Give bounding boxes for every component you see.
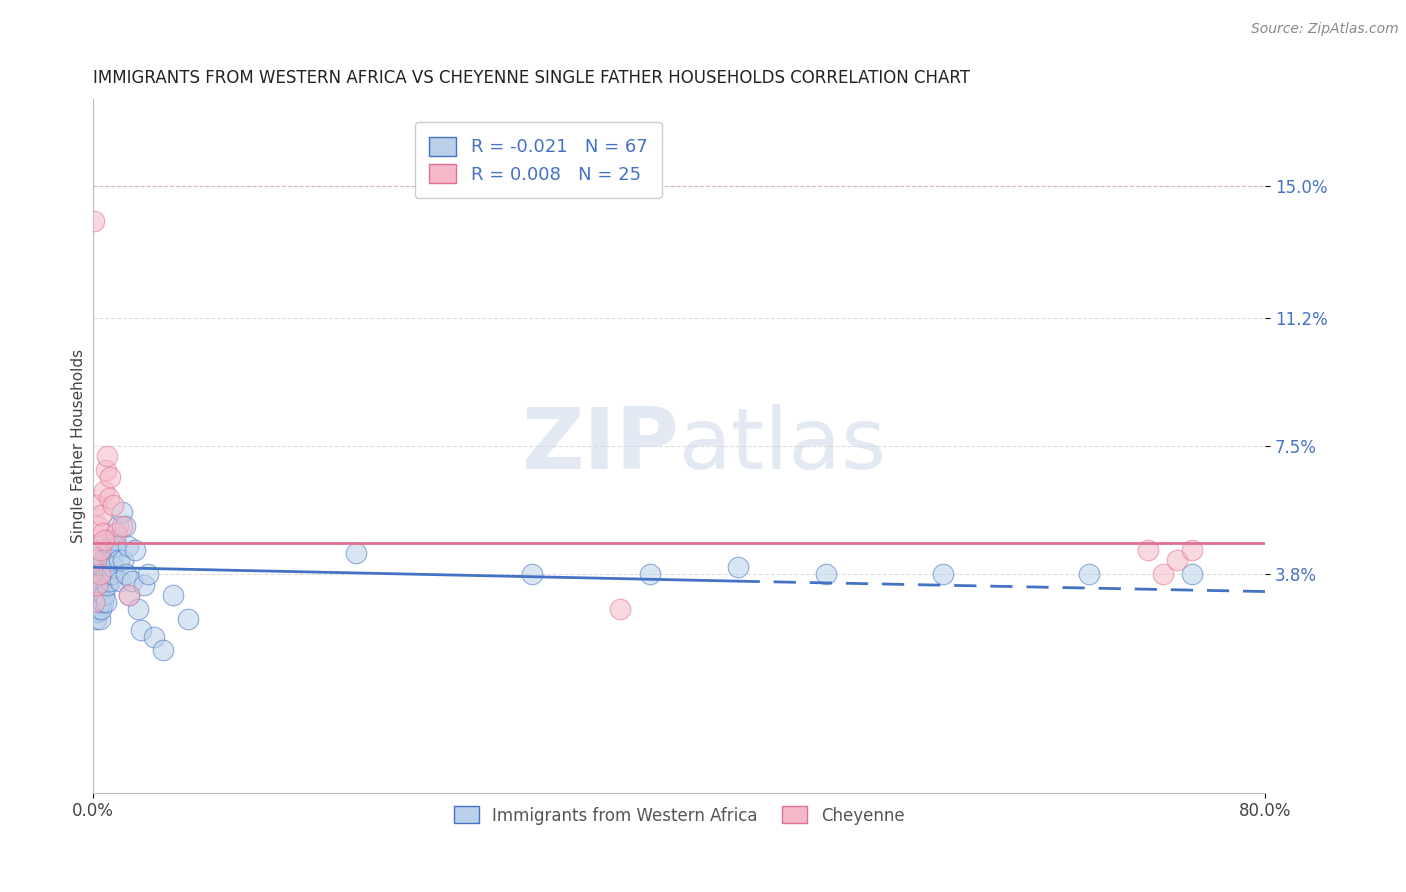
Point (83, 602, 105, 616)
Point (1078, 567, 1101, 582)
Point (132, 577, 155, 591)
Point (121, 574, 143, 589)
Point (86, 560, 108, 574)
Text: atlas: atlas (679, 404, 887, 487)
Point (98, 540, 121, 554)
Point (89, 612, 111, 626)
Point (108, 553, 131, 567)
Point (86, 574, 108, 589)
Point (86, 605, 108, 619)
Point (84, 612, 107, 626)
Point (115, 567, 138, 582)
Point (86, 588, 108, 602)
Point (93, 533, 115, 547)
Point (91, 595, 114, 609)
Point (96, 450, 118, 464)
Point (1181, 543, 1204, 558)
Legend: Immigrants from Western Africa, Cheyenne: Immigrants from Western Africa, Cheyenne (446, 798, 912, 833)
Point (97, 567, 120, 582)
Point (129, 623, 152, 637)
Point (93, 567, 115, 582)
Point (101, 498, 124, 512)
Point (1166, 553, 1188, 567)
Point (118, 588, 141, 602)
Text: ZIP: ZIP (522, 404, 679, 487)
Point (89, 557, 111, 571)
Point (117, 540, 139, 554)
Point (932, 567, 955, 582)
Point (110, 574, 132, 589)
Point (609, 602, 631, 616)
Point (96, 577, 118, 591)
Point (83, 213, 105, 227)
Point (83, 595, 105, 609)
Point (96, 533, 118, 547)
Point (86, 577, 108, 591)
Point (94, 595, 117, 609)
Text: Source: ZipAtlas.com: Source: ZipAtlas.com (1251, 22, 1399, 37)
Point (177, 612, 200, 626)
Point (1181, 567, 1204, 582)
Point (105, 540, 128, 554)
Point (152, 643, 174, 657)
Y-axis label: Single Father Households: Single Father Households (72, 349, 86, 543)
Point (93, 483, 115, 498)
Point (111, 518, 134, 533)
Point (162, 588, 184, 602)
Point (143, 630, 166, 644)
Point (87, 581, 110, 595)
Point (83, 584, 105, 599)
Point (89, 567, 111, 582)
Point (98, 574, 121, 589)
Point (101, 560, 124, 574)
Point (1136, 543, 1159, 558)
Point (98, 470, 121, 484)
Point (90, 602, 112, 616)
Point (94, 463, 117, 477)
Point (84, 595, 107, 609)
Point (86, 498, 108, 512)
Point (111, 505, 134, 519)
Point (93, 588, 115, 602)
Point (97, 491, 120, 505)
Point (90, 577, 112, 591)
Point (89, 595, 111, 609)
Point (104, 533, 127, 547)
Point (1152, 567, 1174, 582)
Point (83, 567, 105, 582)
Point (87, 549, 110, 564)
Point (112, 553, 135, 567)
Point (638, 567, 661, 582)
Point (91, 525, 114, 540)
Point (136, 567, 159, 582)
Point (84, 574, 107, 589)
Point (127, 602, 149, 616)
Point (87, 518, 110, 533)
Point (100, 553, 122, 567)
Point (124, 543, 146, 558)
Point (89, 543, 111, 558)
Point (87, 602, 110, 616)
Point (91, 574, 114, 589)
Text: IMMIGRANTS FROM WESTERN AFRICA VS CHEYENNE SINGLE FATHER HOUSEHOLDS CORRELATION : IMMIGRANTS FROM WESTERN AFRICA VS CHEYEN… (93, 69, 970, 87)
Point (814, 567, 837, 582)
Point (87, 567, 110, 582)
Point (90, 560, 112, 574)
Point (114, 518, 136, 533)
Point (84, 553, 107, 567)
Point (90, 508, 112, 523)
Point (522, 567, 544, 582)
Point (97, 549, 120, 564)
Point (346, 546, 368, 560)
Point (105, 525, 128, 540)
Point (100, 567, 122, 582)
Point (94, 567, 117, 582)
Point (107, 518, 129, 533)
Point (89, 574, 111, 589)
Point (91, 553, 114, 567)
Point (118, 588, 141, 602)
Point (84, 553, 107, 567)
Point (727, 560, 749, 574)
